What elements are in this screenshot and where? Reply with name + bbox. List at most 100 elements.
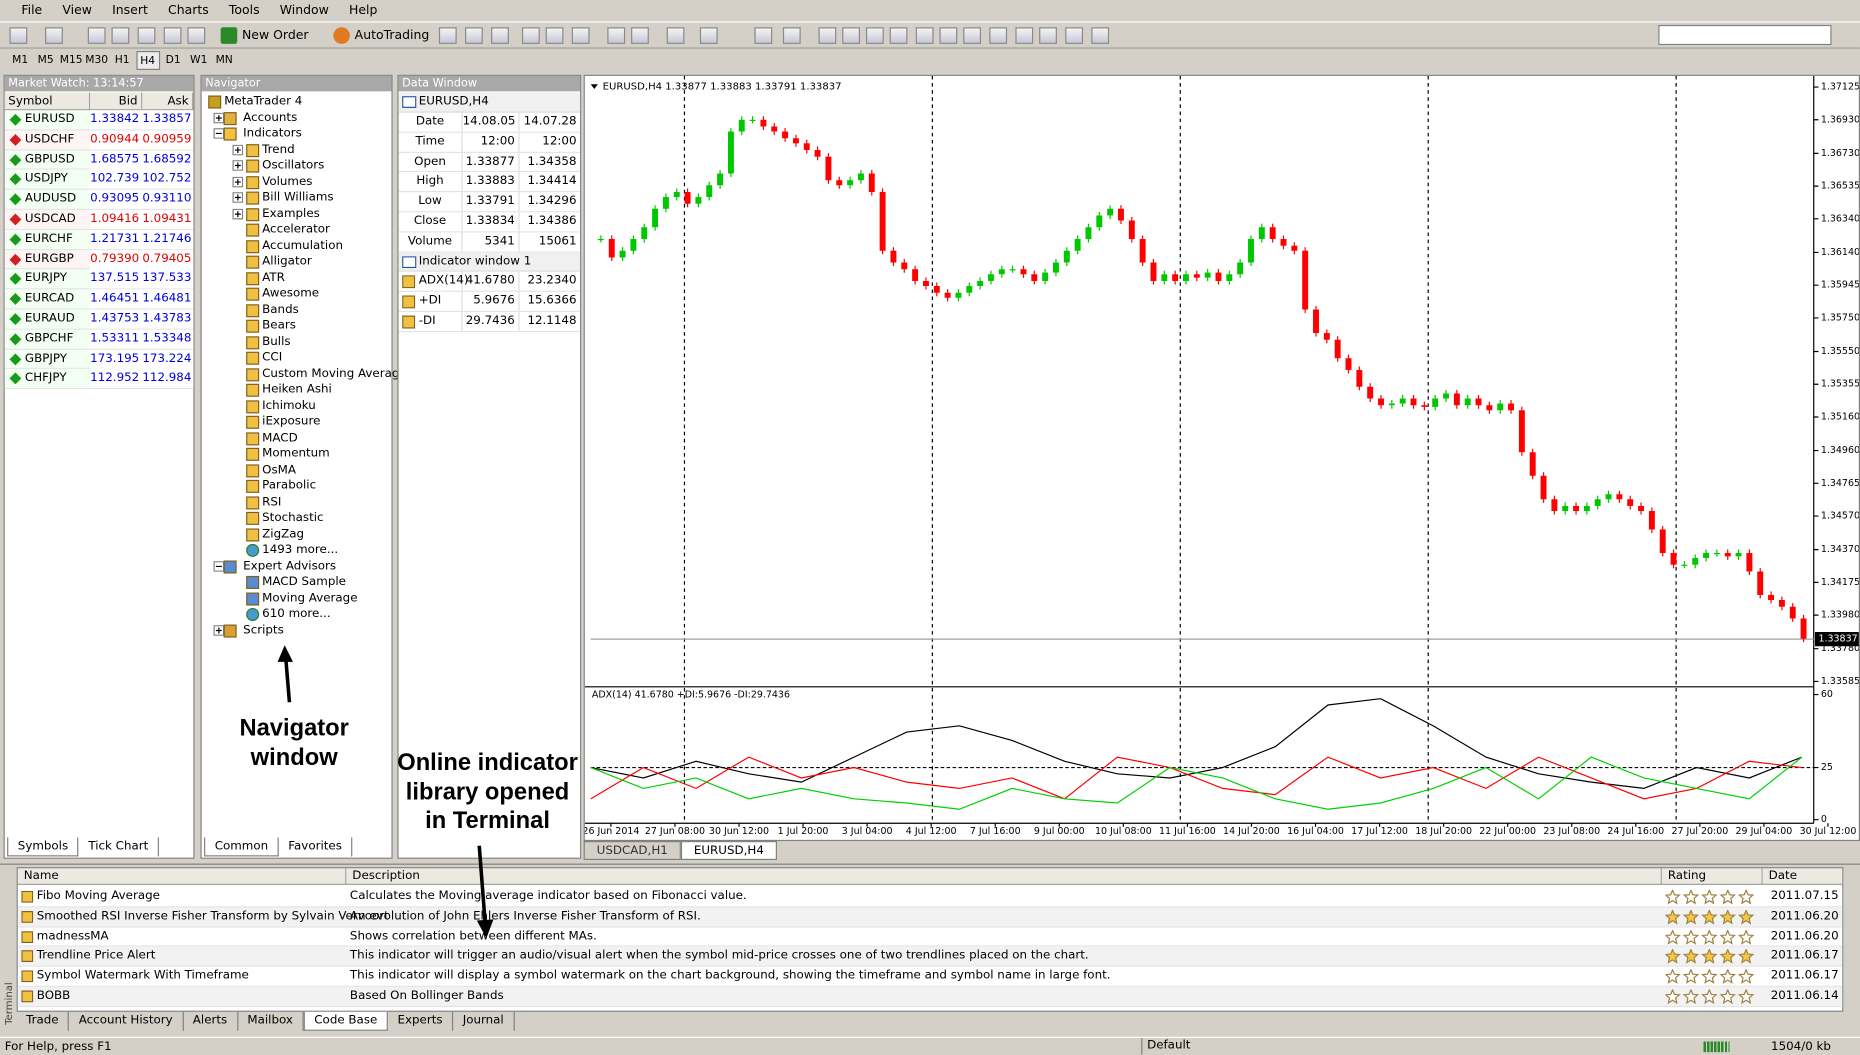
timeframe-button[interactable]: H1 <box>114 54 130 67</box>
symbol-row[interactable]: USDCHF 0.90944 0.90959 <box>4 130 194 151</box>
close-button[interactable] <box>377 76 388 91</box>
tree-item[interactable]: MACD Sample <box>202 574 392 590</box>
symbol-row[interactable]: EURJPY 137.515 137.533 <box>4 269 194 290</box>
toolbar-icon[interactable] <box>163 27 182 44</box>
tree-item[interactable]: Trend <box>202 142 392 158</box>
new-order-button[interactable]: New Order <box>241 28 309 43</box>
code-base-row[interactable]: madnessMA Shows correlation between diffe… <box>17 927 1843 948</box>
symbol-row[interactable]: EURCHF 1.21731 1.21746 <box>4 229 194 250</box>
tree-item[interactable]: OsMA <box>202 462 392 478</box>
tree-item[interactable]: iExposure <box>202 414 392 430</box>
timeframe-button[interactable]: MN <box>215 54 233 67</box>
toolbar-icon[interactable] <box>137 27 156 44</box>
tree-item[interactable]: Oscillators <box>202 158 392 174</box>
column-header[interactable]: Date <box>1762 868 1843 885</box>
tree-item[interactable]: Moving Average <box>202 590 392 606</box>
code-base-row[interactable]: Symbol Watermark With Timeframe This indi… <box>17 966 1843 987</box>
autotrading-button[interactable]: AutoTrading <box>354 28 430 43</box>
toolbar-icon[interactable] <box>464 27 483 44</box>
toolbar-icon[interactable] <box>842 27 861 44</box>
tree-item[interactable]: Accounts <box>202 110 392 126</box>
timeframe-button[interactable]: W1 <box>190 54 208 67</box>
toolbar-icon[interactable] <box>187 27 206 44</box>
toolbar-icon[interactable] <box>818 27 837 44</box>
tree-item[interactable]: 1493 more... <box>202 542 392 558</box>
tree-item[interactable]: RSI <box>202 494 392 510</box>
tree-item[interactable]: Indicators <box>202 126 392 142</box>
toolbar-icon[interactable] <box>782 27 801 44</box>
toolbar-icon[interactable] <box>754 27 773 44</box>
menu-item[interactable]: Charts <box>167 2 209 18</box>
terminal-tab[interactable]: Journal <box>453 1011 515 1031</box>
toolbar-icon[interactable] <box>9 27 28 44</box>
tree-item[interactable]: Stochastic <box>202 510 392 526</box>
tree-item[interactable]: MetaTrader 4 <box>202 94 392 110</box>
tree-item[interactable]: Awesome <box>202 286 392 302</box>
toolbar-icon[interactable] <box>220 27 238 44</box>
terminal-tab[interactable]: Mailbox <box>238 1011 304 1031</box>
timeframe-button[interactable]: D1 <box>165 54 181 67</box>
tab[interactable]: Common <box>204 837 279 857</box>
toolbar-icon[interactable] <box>521 27 540 44</box>
toolbar-icon[interactable] <box>699 27 718 44</box>
toolbar-icon[interactable] <box>438 27 457 44</box>
tree-item[interactable]: CCI <box>202 350 392 366</box>
symbol-row[interactable]: GBPCHF 1.53311 1.53348 <box>4 329 194 350</box>
terminal-tab[interactable]: Account History <box>69 1011 184 1031</box>
toolbar-icon[interactable] <box>989 27 1008 44</box>
column-header[interactable]: Rating <box>1661 868 1763 885</box>
tree-item[interactable]: Bill Williams <box>202 190 392 206</box>
chart-tab[interactable]: USDCAD,H1 <box>583 841 681 861</box>
tree-item[interactable]: MACD <box>202 430 392 446</box>
tree-item[interactable]: ZigZag <box>202 526 392 542</box>
tree-item[interactable]: Alligator <box>202 254 392 270</box>
column-header[interactable]: Name <box>17 868 347 885</box>
tab[interactable]: Symbols <box>7 837 79 857</box>
tree-item[interactable]: Expert Advisors <box>202 558 392 574</box>
timeframe-button[interactable]: H4 <box>135 51 160 70</box>
symbol-row[interactable]: GBPUSD 1.68575 1.68592 <box>4 150 194 171</box>
timeframe-button[interactable]: M30 <box>85 54 109 67</box>
tree-item[interactable]: Bulls <box>202 334 392 350</box>
symbol-row[interactable]: CHFJPY 112.952 112.984 <box>4 369 194 390</box>
tree-item[interactable]: Custom Moving Averages <box>202 366 413 382</box>
toolbar-icon[interactable] <box>491 27 509 44</box>
terminal-tab[interactable]: Trade <box>17 1011 70 1031</box>
toolbar-icon[interactable] <box>631 27 649 44</box>
tree-item[interactable]: Examples <box>202 206 392 222</box>
symbol-row[interactable]: EURCAD 1.46451 1.46481 <box>4 289 194 310</box>
tab[interactable]: Favorites <box>279 837 353 857</box>
timeframe-button[interactable]: M15 <box>59 54 83 67</box>
toolbar-icon[interactable] <box>45 27 63 44</box>
tree-item[interactable]: Momentum <box>202 446 392 462</box>
tree-item[interactable]: Accelerator <box>202 222 392 238</box>
toolbar-icon[interactable] <box>889 27 908 44</box>
tree-item[interactable]: Ichimoku <box>202 398 392 414</box>
menu-item[interactable]: Insert <box>112 2 148 18</box>
code-base-row[interactable]: Trendline Price Alert This indicator will… <box>17 947 1843 967</box>
menu-item[interactable]: Help <box>349 2 378 18</box>
menu-item[interactable]: File <box>21 2 43 18</box>
toolbar-icon[interactable] <box>545 27 564 44</box>
toolbar-icon[interactable] <box>607 27 626 44</box>
terminal-tab[interactable]: Alerts <box>183 1011 238 1031</box>
toolbar-icon[interactable] <box>865 27 884 44</box>
tree-item[interactable]: Volumes <box>202 174 392 190</box>
chart-tab[interactable]: EURUSD,H4 <box>680 841 777 861</box>
toolbar-icon[interactable] <box>1015 27 1034 44</box>
menu-item[interactable]: Tools <box>228 2 260 18</box>
symbol-row[interactable]: USDCAD 1.09416 1.09431 <box>4 209 194 230</box>
code-base-row[interactable]: Fibo Moving Average Calculates the Moving… <box>17 887 1843 908</box>
tree-item[interactable]: Heiken Ashi <box>202 382 392 398</box>
tree-item[interactable]: Bears <box>202 318 392 334</box>
toolbar-icon[interactable] <box>571 27 590 44</box>
symbol-row[interactable]: EURGBP 0.79390 0.79405 <box>4 249 194 270</box>
symbol-row[interactable]: USDJPY 102.739 102.752 <box>4 170 194 191</box>
toolbar-icon[interactable] <box>1039 27 1057 44</box>
column-header[interactable]: Description <box>346 868 1662 885</box>
terminal-tab[interactable]: Experts <box>388 1011 454 1031</box>
toolbar-icon[interactable] <box>915 27 934 44</box>
toolbar-icon[interactable] <box>87 27 106 44</box>
tree-item[interactable]: Accumulation <box>202 238 392 254</box>
toolbar-icon[interactable] <box>666 27 685 44</box>
